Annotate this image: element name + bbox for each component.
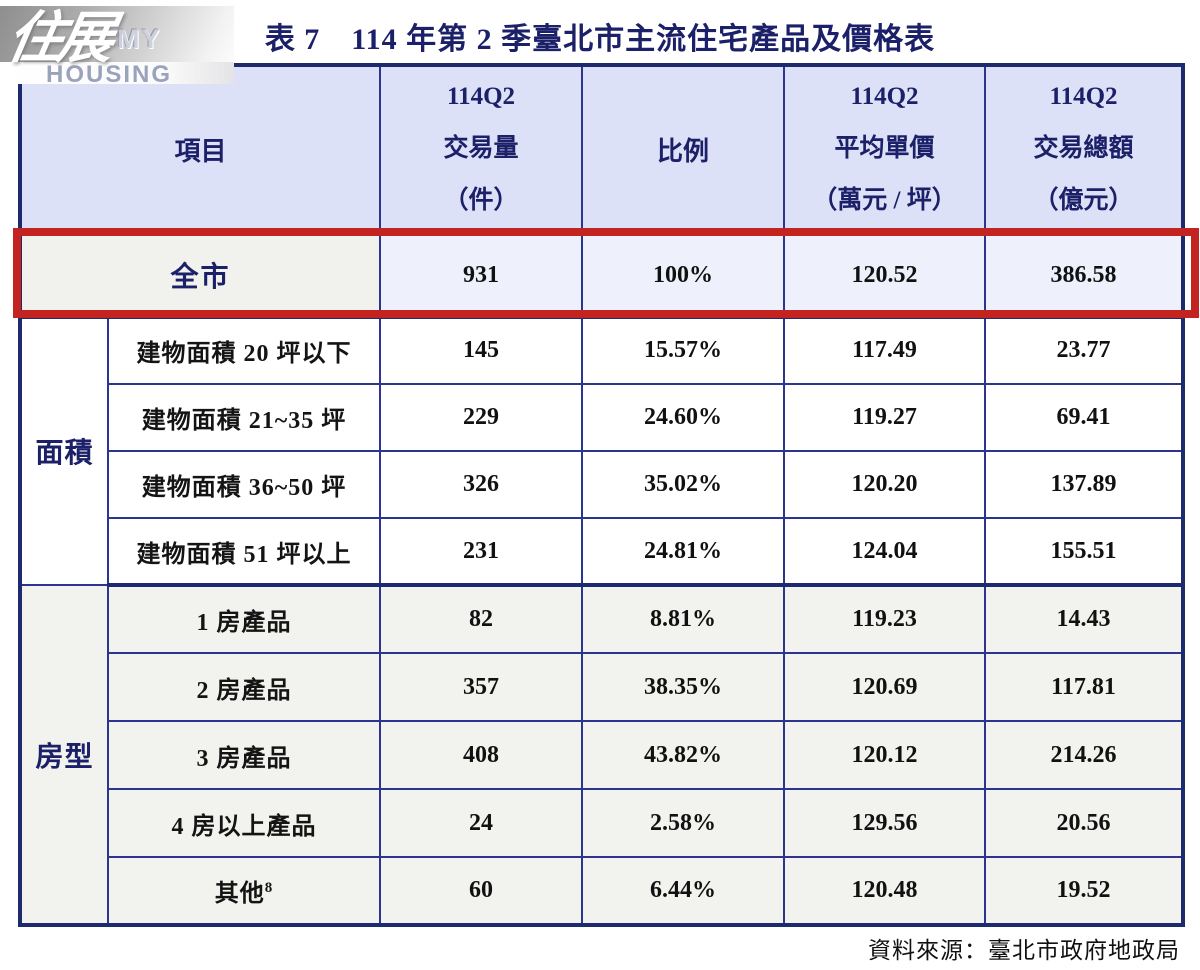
row-label-cell: 4 房以上產品 xyxy=(106,788,382,858)
cell-volume: 408 xyxy=(379,720,584,790)
row-label-cell: 建物面積 20 坪以下 xyxy=(106,316,382,385)
cell-total-amount: 137.89 xyxy=(984,450,1185,519)
row-label-other: 其他8 xyxy=(214,880,274,907)
cell-ratio: 35.02% xyxy=(581,450,786,519)
cell-total-amount: 19.52 xyxy=(984,856,1185,926)
cell-avg-price: 120.20 xyxy=(783,450,987,519)
table-row: 4 房以上產品 24 2.58% 129.56 20.56 xyxy=(20,788,1185,858)
cell-avg-price: 120.12 xyxy=(783,720,987,790)
col-header-item: 項目 xyxy=(18,64,382,235)
total-ratio-cell: 100% xyxy=(581,231,786,319)
my-housing-logo: 住展 MY HOUSING xyxy=(0,5,234,88)
logo-housing-text: HOUSING xyxy=(46,61,173,88)
cell-total-amount: 23.77 xyxy=(984,316,1185,385)
cell-ratio: 6.44% xyxy=(581,856,786,926)
cell-ratio: 2.58% xyxy=(581,788,786,858)
logo-brand-text: 住展 xyxy=(2,5,114,71)
cell-volume: 145 xyxy=(379,316,584,385)
total-volume-cell: 931 xyxy=(379,231,584,319)
logo-band xyxy=(0,62,234,84)
table-row: 3 房產品 408 43.82% 120.12 214.26 xyxy=(20,720,1185,790)
logo-my-text: MY xyxy=(117,24,162,54)
cell-total-amount: 155.51 xyxy=(984,517,1185,587)
total-avg-price-cell: 120.52 xyxy=(783,231,987,319)
cell-avg-price: 129.56 xyxy=(783,788,987,858)
table-row: 其他8 60 6.44% 120.48 19.52 xyxy=(20,856,1185,926)
cell-avg-price: 120.48 xyxy=(783,856,987,926)
cell-avg-price: 120.69 xyxy=(783,652,987,722)
col-header-volume: 114Q2 交易量 （件） xyxy=(379,64,584,235)
section-category-room-type: 房型 xyxy=(19,584,109,926)
total-amount-cell: 386.58 xyxy=(984,231,1185,319)
cell-avg-price: 124.04 xyxy=(783,517,987,587)
table-row: 面積 建物面積 20 坪以下 145 15.57% 117.49 23.77 xyxy=(19,316,1185,586)
cell-total-amount: 14.43 xyxy=(984,584,1185,654)
table-row: 建物面積 51 坪以上 231 24.81% 124.04 155.51 xyxy=(20,517,1185,587)
page-title: 表 7 114 年第 2 季臺北市主流住宅產品及價格表 xyxy=(264,23,936,56)
cell-avg-price: 119.27 xyxy=(783,383,987,452)
total-row-label: 全市 xyxy=(170,261,231,292)
row-label-cell: 建物面積 21~35 坪 xyxy=(106,383,382,452)
row-label-cell: 其他8 xyxy=(106,856,382,926)
cell-volume: 326 xyxy=(379,450,584,519)
row-label-cell: 2 房產品 xyxy=(106,652,382,722)
cell-volume: 60 xyxy=(379,856,584,926)
footnote-marker: 8 xyxy=(264,880,274,896)
col-header-ratio: 比例 xyxy=(581,64,786,235)
table-row: 建物面積 36~50 坪 326 35.02% 120.20 137.89 xyxy=(20,450,1185,519)
row-label-cell: 3 房產品 xyxy=(106,720,382,790)
cell-avg-price: 117.49 xyxy=(783,316,987,385)
cell-volume: 82 xyxy=(379,584,584,654)
header-row: 項目 114Q2 交易量 （件） 比例 114Q2 平均單價 （萬元 / 坪） … xyxy=(18,64,1185,235)
cell-ratio: 15.57% xyxy=(581,316,786,385)
col-header-avg-price: 114Q2 平均單價 （萬元 / 坪） xyxy=(783,64,987,235)
cell-volume: 24 xyxy=(379,788,584,858)
cell-ratio: 24.60% xyxy=(581,383,786,452)
total-row-label-cell: 全市 xyxy=(18,231,382,319)
table-row: 房型 1 房產品 82 8.81% 119.23 14.43 xyxy=(19,584,1185,926)
col-header-total-amount: 114Q2 交易總額 （億元） xyxy=(984,64,1185,235)
cell-avg-price: 119.23 xyxy=(783,584,987,654)
row-label-cell: 建物面積 36~50 坪 xyxy=(106,450,382,519)
row-label-cell: 建物面積 51 坪以上 xyxy=(106,517,382,587)
cell-volume: 229 xyxy=(379,383,584,452)
footer-source: 資料來源：臺北市政府地政局 xyxy=(868,937,1180,963)
cell-total-amount: 117.81 xyxy=(984,652,1185,722)
table-row: 建物面積 21~35 坪 229 24.60% 119.27 69.41 xyxy=(20,383,1185,452)
section-category-area: 面積 xyxy=(19,316,109,586)
cell-ratio: 43.82% xyxy=(581,720,786,790)
cell-total-amount: 20.56 xyxy=(984,788,1185,858)
table-row: 2 房產品 357 38.35% 120.69 117.81 xyxy=(20,652,1185,722)
data-table: 項目 114Q2 交易量 （件） 比例 114Q2 平均單價 （萬元 / 坪） … xyxy=(18,63,1186,927)
cell-volume: 357 xyxy=(379,652,584,722)
cell-total-amount: 69.41 xyxy=(984,383,1185,452)
row-label-cell: 1 房產品 xyxy=(106,584,382,654)
total-row: 全市 931 100% 120.52 386.58 xyxy=(18,231,1185,319)
cell-volume: 231 xyxy=(379,517,584,587)
cell-ratio: 38.35% xyxy=(581,652,786,722)
col-header-item-label: 項目 xyxy=(174,135,227,166)
cell-ratio: 24.81% xyxy=(581,517,786,587)
cell-total-amount: 214.26 xyxy=(984,720,1185,790)
cell-ratio: 8.81% xyxy=(581,584,786,654)
